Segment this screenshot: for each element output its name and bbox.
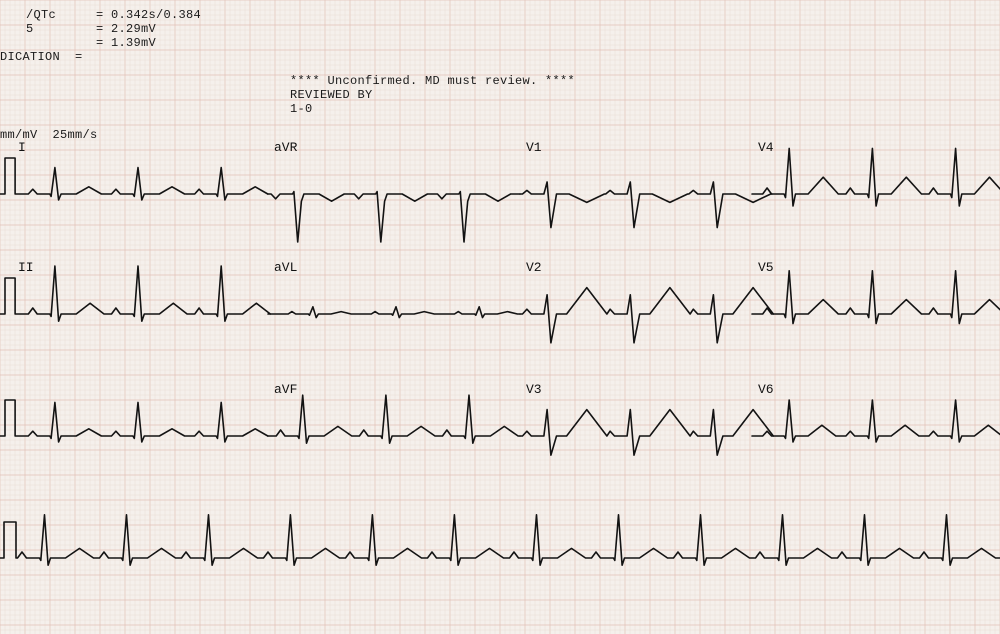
ecg-trace-i [0, 128, 252, 248]
ecg-trace-ii [0, 248, 252, 368]
header-text-line: mm/mV 25mm/s [0, 128, 98, 142]
lead-label-v3: V3 [526, 382, 542, 397]
ecg-trace-avr [268, 128, 520, 248]
lead-label-v4: V4 [758, 140, 774, 155]
ecg-trace-iii [0, 370, 252, 490]
header-text-line: DICATION = [0, 50, 83, 64]
ecg-trace-v1 [520, 128, 772, 248]
header-text-line: **** Unconfirmed. MD must review. **** [290, 74, 575, 88]
header-text-line: = 0.342s/0.384 [96, 8, 201, 22]
lead-label-v5: V5 [758, 260, 774, 275]
lead-label-i: I [18, 140, 26, 155]
lead-label-avl: aVL [274, 260, 297, 275]
ecg-printout: /QTc = 0.342s/0.384 5 = 2.29mV= 1.39mV DICAT… [0, 0, 1000, 634]
ecg-trace-v6 [752, 370, 1000, 490]
ecg-trace-v5 [752, 248, 1000, 368]
header-text-line: = 2.29mV [96, 22, 156, 36]
lead-label-avr: aVR [274, 140, 297, 155]
ecg-trace-ii-rhythm [0, 492, 1000, 612]
header-text-line: REVIEWED BY [290, 88, 373, 102]
lead-label-v1: V1 [526, 140, 542, 155]
ecg-trace-avl [268, 248, 520, 368]
lead-label-v6: V6 [758, 382, 774, 397]
ecg-trace-v2 [520, 248, 772, 368]
ecg-trace-avf [268, 370, 520, 490]
lead-label-v2: V2 [526, 260, 542, 275]
header-text-line: 1-0 [290, 102, 313, 116]
lead-label-avf: aVF [274, 382, 297, 397]
ecg-trace-v3 [520, 370, 772, 490]
header-text-line: 5 [26, 22, 34, 36]
header-text-line: = 1.39mV [96, 36, 156, 50]
ecg-trace-v4 [752, 128, 1000, 248]
lead-label-ii: II [18, 260, 34, 275]
header-text-line: /QTc [26, 8, 56, 22]
